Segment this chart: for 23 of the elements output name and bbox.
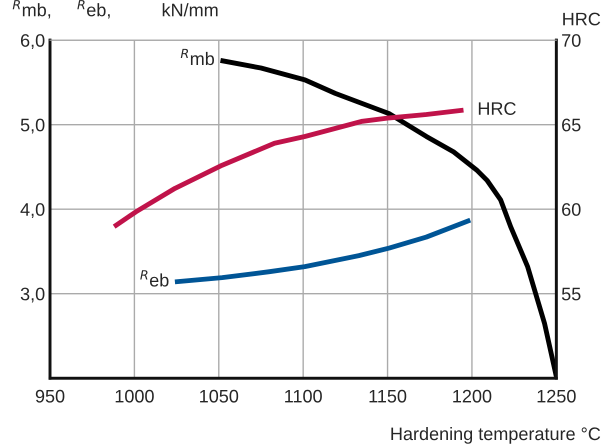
y-tick-label: 5,0 <box>20 118 44 134</box>
text: $^{R}$mb, $^{R}$eb, kN/mm <box>12 0 218 19</box>
y2-axis-title: HRC <box>563 12 600 26</box>
y-tick-label: 6,0 <box>20 34 44 49</box>
y2-tick-label: 60 <box>562 203 581 216</box>
x-tick-label: 1250 <box>538 390 576 403</box>
x-axis-title: Hardening temperature °C <box>391 426 600 444</box>
x-tick-label: 1050 <box>200 390 238 403</box>
x-tick-label: 1150 <box>370 390 406 403</box>
series-label: $^{R}$mb <box>180 48 214 66</box>
x-tick-label: 1200 <box>453 390 492 403</box>
x-tick-label: 950 <box>36 390 64 403</box>
line-series <box>112 108 466 230</box>
x-tick-label: 1000 <box>116 390 154 403</box>
y-tick-label: 4,0 <box>20 203 44 218</box>
series-label: HRC <box>478 102 516 115</box>
y-tick-label: 3,0 <box>20 288 44 303</box>
line-series <box>218 58 556 378</box>
y2-tick-label: 55 <box>562 288 581 300</box>
y2-tick-label: 65 <box>562 118 581 132</box>
y2-tick-label: 70 <box>562 34 581 47</box>
x-tick-label: 1100 <box>285 390 322 403</box>
series-label: $^{R}$eb <box>140 270 169 287</box>
